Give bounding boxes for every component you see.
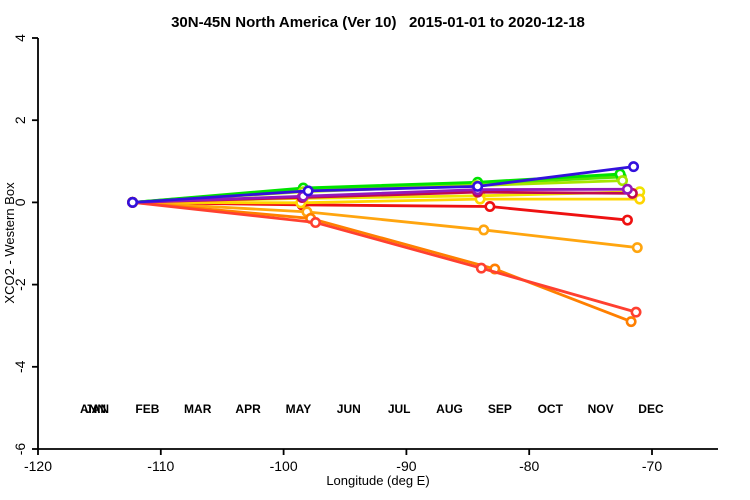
data-point-dec [302, 185, 314, 197]
chart-title: 30N-45N North America (Ver 10) 2015-01-0… [171, 14, 585, 31]
y-tick-label: 4 [12, 34, 28, 42]
data-point-dec [472, 180, 484, 192]
y-tick-label: -2 [12, 278, 28, 291]
data-point-jun [631, 242, 643, 254]
legend-label-sep: SEP [488, 402, 512, 416]
y-axis-label: XCO2 - Western Box [2, 182, 17, 304]
series-line-nov [131, 187, 629, 204]
legend-label-may: MAY [286, 402, 312, 416]
data-point-aug [475, 262, 487, 274]
x-axis-label: Longitude (deg E) [326, 473, 429, 488]
series-line-jul [131, 200, 633, 323]
legend-label-oct: OCT [538, 402, 564, 416]
legend-label-ann: ANN [80, 402, 106, 416]
x-tick-label: -110 [147, 458, 174, 474]
legend-label-aug: AUG [436, 402, 463, 416]
data-point-nov [621, 183, 633, 195]
series-line-jun [131, 200, 639, 250]
y-tick-label: 0 [12, 198, 28, 206]
series-line-may [131, 197, 642, 205]
x-tick-label: -100 [270, 458, 298, 474]
legend-label-jun: JUN [337, 402, 361, 416]
x-tick-label: -70 [642, 458, 662, 474]
series-line-aug [131, 200, 638, 314]
data-point-sep [621, 214, 633, 226]
x-tick-label: -90 [396, 458, 416, 474]
data-point-dec [127, 196, 139, 208]
legend-label-dec: DEC [638, 402, 664, 416]
series-group [127, 161, 646, 328]
legend-label-feb: FEB [135, 402, 159, 416]
x-tick-label: -80 [519, 458, 539, 474]
legend-label-nov: NOV [588, 402, 614, 416]
y-tick-label: 2 [12, 116, 28, 124]
legend-label-mar: MAR [184, 402, 212, 416]
data-point-aug [630, 306, 642, 318]
data-point-dec [628, 161, 640, 173]
month-legend: JAN FEB ANN MAR SEP APR MAY JUN JUL AUG OCT NOV DEC [80, 402, 664, 416]
data-point-aug [310, 217, 322, 229]
data-point-jun [478, 224, 490, 236]
series-line-dec [131, 165, 635, 204]
data-point-mar [617, 175, 629, 187]
data-point-sep [484, 201, 496, 213]
axes: -120 -110 -100 -90 -80 -70 4 2 0 -2 -4 -6 [12, 34, 718, 474]
x-tick-label: -120 [24, 458, 52, 474]
data-point-jul [625, 316, 637, 328]
legend-label-jul: JUL [388, 402, 411, 416]
legend-label-apr: APR [235, 402, 261, 416]
y-tick-label: -6 [12, 443, 28, 456]
data-point-may [634, 193, 646, 205]
y-tick-label: -4 [12, 360, 28, 373]
legend-label-jan: JAN [85, 402, 109, 416]
